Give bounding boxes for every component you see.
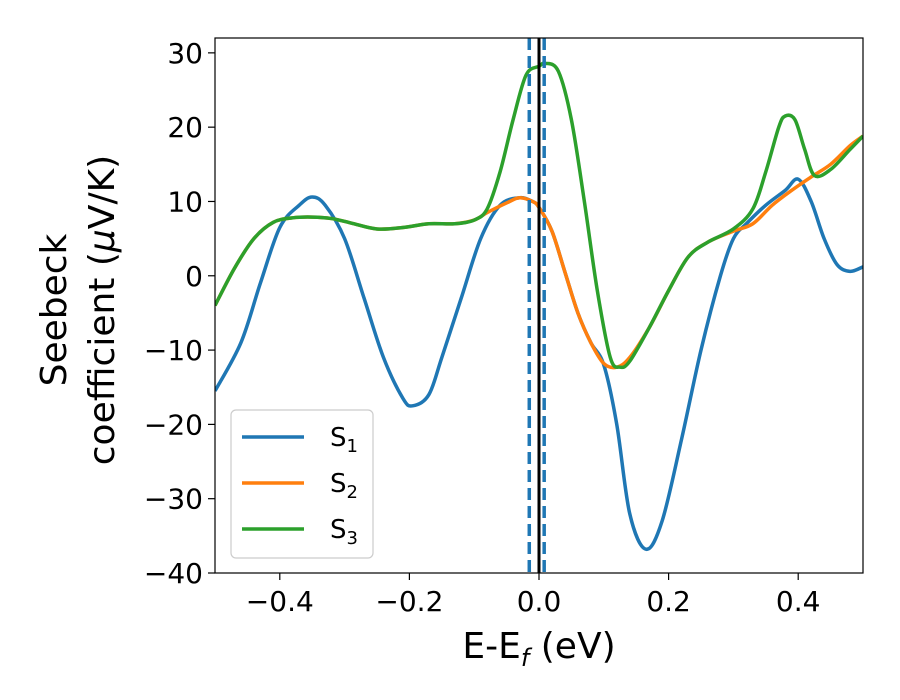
legend-label-s2: S2	[330, 469, 358, 503]
x-axis-label: E-Ef (eV)	[462, 626, 615, 672]
x-tick-label: 0.0	[517, 585, 562, 618]
y-ticks: −40 −30 −20 −10 0 10 20 30	[144, 37, 215, 590]
y-tick-label: −10	[144, 334, 203, 367]
y-tick-label: 10	[167, 185, 203, 218]
y-tick-label: 30	[167, 37, 203, 70]
y-tick-label: 20	[167, 111, 203, 144]
y-tick-label: −30	[144, 483, 203, 516]
series-lines	[215, 61, 863, 551]
x-tick-label: 0.4	[776, 585, 821, 618]
x-tick-label: −0.4	[246, 585, 314, 618]
x-tick-label: 0.2	[646, 585, 691, 618]
legend: S1 S2 S3	[230, 409, 374, 559]
series-line-s3	[215, 61, 863, 370]
y-tick-label: −40	[144, 557, 203, 590]
x-ticks: −0.4 −0.2 0.0 0.2 0.4	[246, 573, 821, 618]
y-axis-label-line2: coefficient (μV/K)	[82, 155, 123, 465]
y-tick-label: −20	[144, 408, 203, 441]
legend-label-s3: S3	[330, 515, 358, 549]
y-axis-label-line1: Seebeck	[34, 233, 75, 386]
x-tick-label: −0.2	[375, 585, 443, 618]
legend-label-s1: S1	[330, 423, 358, 457]
y-tick-label: 0	[185, 260, 203, 293]
